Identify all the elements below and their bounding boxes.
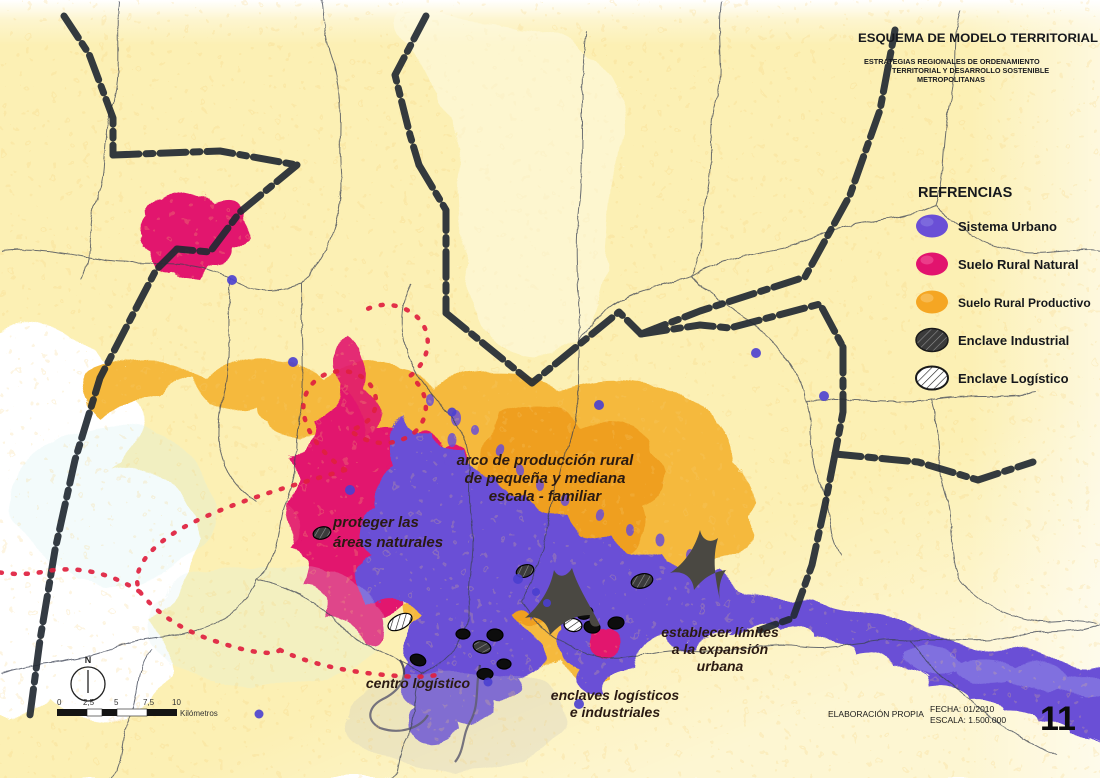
- svg-text:N: N: [85, 655, 92, 665]
- svg-text:TERRITORIAL Y DESARROLLO SOSTE: TERRITORIAL Y DESARROLLO SOSTENIBLE: [892, 66, 1049, 75]
- svg-text:proteger las: proteger las: [332, 514, 419, 531]
- svg-text:a la expansión: a la expansión: [672, 641, 768, 657]
- svg-text:Kilómetros: Kilómetros: [180, 709, 218, 718]
- svg-text:centro logístico: centro logístico: [366, 675, 471, 691]
- svg-text:5: 5: [114, 698, 119, 707]
- svg-text:enclaves logísticos: enclaves logísticos: [551, 687, 680, 703]
- svg-text:Sistema Urbano: Sistema Urbano: [958, 219, 1057, 234]
- svg-text:7,5: 7,5: [143, 698, 155, 707]
- svg-text:REFRENCIAS: REFRENCIAS: [918, 185, 1013, 201]
- svg-text:ESCALA: 1.500.000: ESCALA: 1.500.000: [930, 715, 1006, 725]
- svg-text:establecer límites: establecer límites: [661, 624, 779, 640]
- svg-text:11: 11: [1040, 700, 1076, 738]
- svg-text:Suelo Rural Natural: Suelo Rural Natural: [958, 257, 1079, 272]
- svg-text:0: 0: [57, 698, 62, 707]
- svg-text:Enclave Industrial: Enclave Industrial: [958, 333, 1069, 348]
- svg-text:e industriales: e industriales: [570, 704, 660, 720]
- svg-text:Suelo Rural Productivo: Suelo Rural Productivo: [958, 296, 1091, 310]
- svg-text:ESTRATEGIAS REGIONALES DE ORDE: ESTRATEGIAS REGIONALES DE ORDENAMIENTO: [864, 57, 1040, 66]
- svg-text:ESQUEMA DE MODELO TERRITORIAL: ESQUEMA DE MODELO TERRITORIAL: [858, 31, 1099, 45]
- svg-text:ELABORACIÓN PROPIA: ELABORACIÓN PROPIA: [828, 709, 924, 719]
- svg-text:arco de producción rural: arco de producción rural: [457, 452, 635, 469]
- svg-text:10: 10: [172, 698, 181, 707]
- svg-text:de pequeña y mediana: de pequeña y mediana: [465, 470, 626, 487]
- svg-text:escala - familiar: escala - familiar: [489, 488, 603, 505]
- svg-text:FECHA: 01/2010: FECHA: 01/2010: [930, 704, 995, 714]
- svg-text:áreas naturales: áreas naturales: [333, 534, 443, 551]
- svg-text:METROPOLITANAS: METROPOLITANAS: [917, 75, 985, 84]
- svg-text:2,5: 2,5: [83, 698, 95, 707]
- svg-text:urbana: urbana: [697, 658, 744, 674]
- svg-text:Enclave Logístico: Enclave Logístico: [958, 371, 1069, 386]
